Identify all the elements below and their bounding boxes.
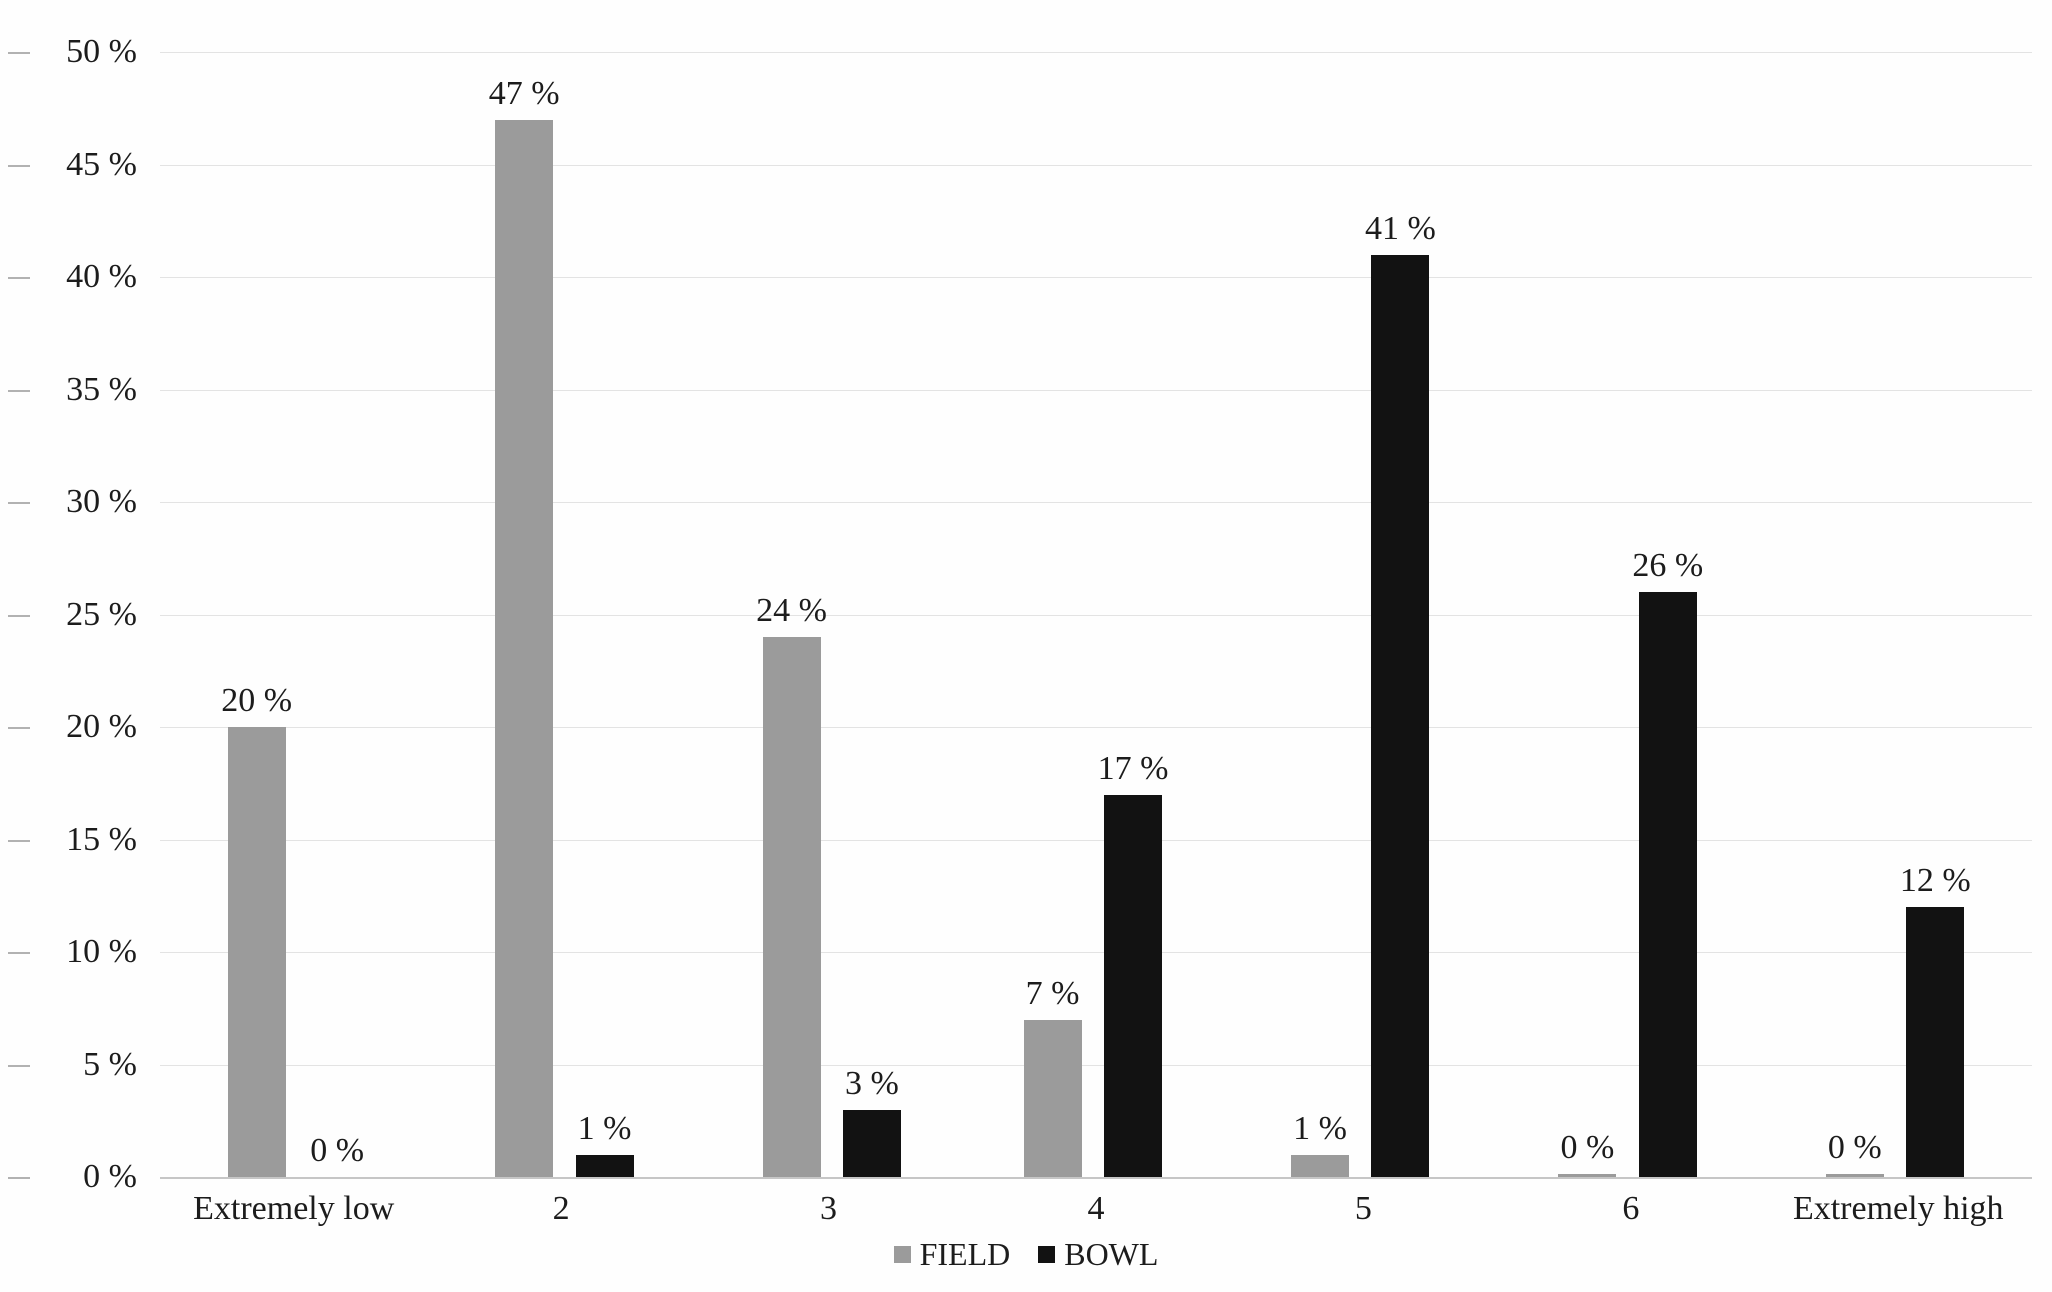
bar-wrap-field-3: 24 % bbox=[756, 594, 827, 1177]
bar-value-label-bowl-3: 3 % bbox=[845, 1064, 899, 1102]
bar-field-6 bbox=[1558, 1174, 1617, 1177]
bar-value-label-bowl-4: 17 % bbox=[1097, 749, 1169, 787]
y-tick-5 bbox=[8, 1064, 30, 1067]
y-tick-25 bbox=[8, 614, 30, 617]
y-tick-50 bbox=[8, 52, 30, 54]
bar-value-label-bowl-2: 1 % bbox=[577, 1109, 632, 1147]
y-tick-10 bbox=[8, 952, 30, 954]
gridline-45 bbox=[160, 164, 2032, 166]
bar-field-3 bbox=[762, 637, 821, 1177]
legend-label-bowl: BOWL bbox=[1064, 1236, 1159, 1272]
gridline-35 bbox=[160, 389, 2032, 391]
bar-bowl-extremely-high bbox=[1906, 907, 1965, 1177]
y-tick-label-35: 35 % bbox=[66, 370, 137, 408]
bar-wrap-bowl-2: 1 % bbox=[575, 1109, 634, 1177]
legend: FIELD BOWL bbox=[0, 1238, 2052, 1270]
y-tick-label-20: 20 % bbox=[66, 708, 137, 745]
y-tick-15 bbox=[8, 839, 30, 842]
y-tick-label-25: 25 % bbox=[66, 595, 137, 633]
bar-value-label-field-5: 1 % bbox=[1293, 1109, 1347, 1147]
bar-group-extremely-low: 20 % 0 % bbox=[160, 52, 427, 1177]
bar-group-5: 1 % 41 % bbox=[1230, 52, 1497, 1177]
legend-item-field: FIELD bbox=[893, 1236, 1011, 1272]
bar-value-label-field-2: 47 % bbox=[488, 74, 560, 112]
gridline-5 bbox=[160, 1064, 2032, 1066]
x-axis-line bbox=[160, 1177, 2032, 1179]
bar-wrap-field-extremely-high: 0 % bbox=[1825, 1129, 1884, 1177]
bar-wrap-bowl-extremely-low: 0 % bbox=[308, 1134, 366, 1177]
x-label-extremely-low: Extremely low bbox=[193, 1190, 395, 1227]
gridline-50 bbox=[160, 52, 2032, 53]
bar-wrap-bowl-3: 3 % bbox=[842, 1064, 901, 1177]
bar-group-4: 7 % 17 % bbox=[962, 52, 1229, 1177]
gridline-20 bbox=[160, 727, 2032, 728]
y-tick-40 bbox=[8, 277, 30, 279]
bar-value-label-bowl-extremely-low: 0 % bbox=[310, 1132, 365, 1169]
y-tick-label-5: 5 % bbox=[83, 1045, 137, 1083]
bar-wrap-field-5: 1 % bbox=[1290, 1109, 1349, 1177]
bar-value-label-field-4: 7 % bbox=[1025, 974, 1080, 1012]
y-tick-label-50: 50 % bbox=[66, 33, 137, 70]
bar-bowl-2 bbox=[575, 1154, 634, 1177]
bar-value-label-bowl-extremely-high: 12 % bbox=[1899, 862, 1971, 899]
bar-field-2 bbox=[495, 119, 554, 1177]
bar-bowl-4 bbox=[1103, 794, 1162, 1177]
legend-item-bowl: BOWL bbox=[1038, 1238, 1158, 1270]
legend-label-field: FIELD bbox=[919, 1236, 1011, 1272]
bar-value-label-bowl-6: 26 % bbox=[1632, 547, 1704, 584]
x-label-4: 4 bbox=[1087, 1190, 1105, 1227]
gridline-25 bbox=[160, 614, 2032, 616]
bar-wrap-bowl-6: 26 % bbox=[1632, 549, 1703, 1177]
bar-value-label-field-6: 0 % bbox=[1560, 1129, 1615, 1166]
bar-wrap-field-2: 47 % bbox=[488, 74, 560, 1177]
x-label-6: 6 bbox=[1622, 1190, 1640, 1227]
gridline-15 bbox=[160, 839, 2032, 841]
bar-group-6: 0 % 26 % bbox=[1497, 52, 1764, 1177]
bar-bowl-6 bbox=[1638, 592, 1697, 1177]
bar-wrap-field-extremely-low: 20 % bbox=[221, 684, 292, 1177]
y-tick-label-10: 10 % bbox=[66, 933, 137, 970]
x-label-3: 3 bbox=[820, 1190, 838, 1227]
y-tick-label-0: 0 % bbox=[83, 1158, 137, 1195]
bar-wrap-field-4: 7 % bbox=[1023, 974, 1082, 1177]
bar-field-extremely-low bbox=[227, 727, 286, 1177]
bar-bowl-3 bbox=[842, 1109, 901, 1177]
bar-value-label-field-extremely-high: 0 % bbox=[1827, 1129, 1882, 1166]
bar-value-label-field-3: 24 % bbox=[756, 592, 827, 629]
bar-field-4 bbox=[1023, 1019, 1082, 1177]
x-label-5: 5 bbox=[1354, 1190, 1372, 1227]
bar-value-label-field-extremely-low: 20 % bbox=[221, 682, 293, 719]
y-tick-label-40: 40 % bbox=[66, 258, 137, 295]
bar-bowl-5 bbox=[1371, 254, 1430, 1177]
bar-value-label-bowl-5: 41 % bbox=[1364, 209, 1436, 247]
bar-wrap-bowl-5: 41 % bbox=[1364, 209, 1436, 1177]
gridline-30 bbox=[160, 502, 2032, 503]
bar-field-extremely-high bbox=[1825, 1174, 1884, 1177]
legend-swatch-bowl bbox=[1038, 1245, 1056, 1263]
x-label-extremely-high: Extremely high bbox=[1792, 1190, 2004, 1227]
legend-swatch-field bbox=[893, 1245, 911, 1263]
y-tick-35 bbox=[8, 389, 30, 392]
gridline-10 bbox=[160, 952, 2032, 953]
bar-group-extremely-high: 0 % 12 % bbox=[1765, 52, 2032, 1177]
y-tick-0 bbox=[8, 1177, 30, 1179]
y-tick-label-45: 45 % bbox=[66, 145, 137, 183]
plot-area: 20 % 0 % 47 % 1 % 24 % 3 % 7 % 17 % 1 % 41 % 0 % 26… bbox=[160, 52, 2032, 1177]
x-label-2: 2 bbox=[552, 1190, 570, 1227]
y-tick-label-15: 15 % bbox=[66, 820, 137, 858]
y-tick-label-30: 30 % bbox=[66, 483, 137, 520]
bar-group-2: 47 % 1 % bbox=[427, 52, 694, 1177]
y-tick-20 bbox=[8, 727, 30, 729]
bar-wrap-bowl-extremely-high: 12 % bbox=[1900, 864, 1971, 1177]
bar-wrap-field-6: 0 % bbox=[1558, 1129, 1617, 1177]
gridline-40 bbox=[160, 277, 2032, 278]
y-tick-45 bbox=[8, 164, 30, 167]
y-tick-30 bbox=[8, 502, 30, 504]
bar-group-3: 24 % 3 % bbox=[695, 52, 962, 1177]
bar-field-5 bbox=[1290, 1154, 1349, 1177]
bar-wrap-bowl-4: 17 % bbox=[1097, 749, 1169, 1177]
x-axis: Extremely low 2 3 4 5 6 Extremely high bbox=[160, 1190, 2032, 1227]
